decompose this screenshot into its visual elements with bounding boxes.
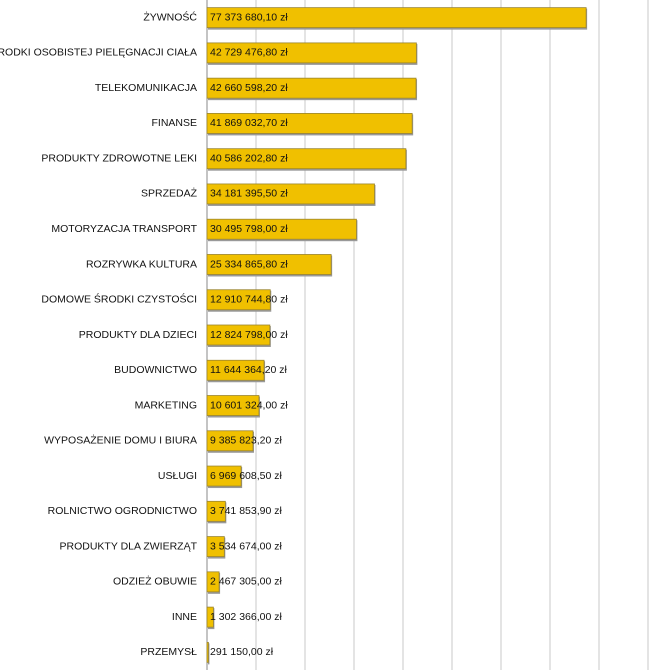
value-label: 30 495 798,00 zł bbox=[210, 223, 288, 235]
bar bbox=[206, 7, 587, 29]
value-label: 40 586 202,80 zł bbox=[210, 152, 288, 164]
bar bbox=[206, 42, 417, 64]
bar bbox=[206, 359, 265, 381]
bar bbox=[206, 536, 225, 557]
category-label: ROLNICTWO OGRODNICTWO bbox=[48, 505, 197, 517]
bar bbox=[206, 289, 271, 311]
bar bbox=[206, 113, 413, 134]
value-label: 42 729 476,80 zł bbox=[210, 47, 288, 59]
value-label: 42 660 598,20 zł bbox=[210, 82, 288, 94]
category-label: PRODUKTY DLA DZIECI bbox=[79, 329, 197, 341]
category-label: BUDOWNICTWO bbox=[114, 364, 197, 376]
category-label: FINANSE bbox=[151, 117, 197, 129]
value-label: 41 869 032,70 zł bbox=[210, 117, 288, 129]
bar bbox=[206, 254, 332, 275]
bar bbox=[206, 148, 407, 170]
value-label: 1 302 366,00 zł bbox=[210, 611, 282, 623]
category-label: ŻYWNOŚĆ bbox=[143, 10, 197, 23]
category-label: WYPOSAŻENIE DOMU I BIURA bbox=[44, 434, 197, 447]
category-label: ROZRYWKA KULTURA bbox=[86, 258, 197, 270]
bar bbox=[206, 500, 226, 522]
value-label: 11 644 364,20 zł bbox=[210, 364, 288, 376]
category-label: ŚRODKI OSOBISTEJ PIELĘGNACJI CIAŁA bbox=[0, 46, 197, 59]
category-label: PRODUKTY ZDROWOTNE LEKI bbox=[41, 152, 197, 164]
bar bbox=[206, 465, 242, 487]
value-label: 3 534 674,00 zł bbox=[210, 540, 282, 552]
bar bbox=[206, 77, 417, 99]
value-label: 2 467 305,00 zł bbox=[210, 576, 282, 588]
bar bbox=[206, 641, 209, 663]
category-label: INNE bbox=[172, 611, 197, 623]
category-label: USŁUGI bbox=[158, 470, 197, 482]
bar bbox=[206, 571, 220, 593]
category-label: DOMOWE ŚRODKI CZYSTOŚCI bbox=[41, 293, 197, 306]
category-label: ODZIEŻ OBUWIE bbox=[113, 575, 197, 588]
bar bbox=[206, 183, 375, 205]
value-label: 10 601 324,00 zł bbox=[210, 399, 288, 411]
category-label: SPRZEDAŻ bbox=[141, 187, 198, 200]
category-label: PRZEMYSŁ bbox=[140, 646, 197, 658]
value-label: 12 910 744,80 zł bbox=[210, 294, 288, 306]
category-label: TELEKOMUNIKACJA bbox=[95, 82, 197, 94]
value-label: 12 824 798,00 zł bbox=[210, 329, 288, 341]
category-label: PRODUKTY DLA ZWIERZĄT bbox=[60, 540, 198, 552]
bar bbox=[206, 395, 260, 416]
bar bbox=[206, 430, 254, 452]
value-label: 3 741 853,90 zł bbox=[210, 505, 282, 517]
category-label: MOTORYZACJA TRANSPORT bbox=[51, 223, 197, 235]
value-label: 9 385 823,20 zł bbox=[210, 435, 282, 447]
value-label: 6 969 608,50 zł bbox=[210, 470, 282, 482]
bar bbox=[206, 606, 214, 628]
bar bbox=[206, 324, 271, 346]
value-label: 25 334 865,80 zł bbox=[210, 258, 288, 270]
category-label: MARKETING bbox=[135, 399, 197, 411]
value-label: 77 373 680,10 zł bbox=[210, 11, 288, 23]
value-label: 34 181 395,50 zł bbox=[210, 188, 288, 200]
value-label: 291 150,00 zł bbox=[210, 646, 274, 658]
bar bbox=[206, 218, 357, 240]
